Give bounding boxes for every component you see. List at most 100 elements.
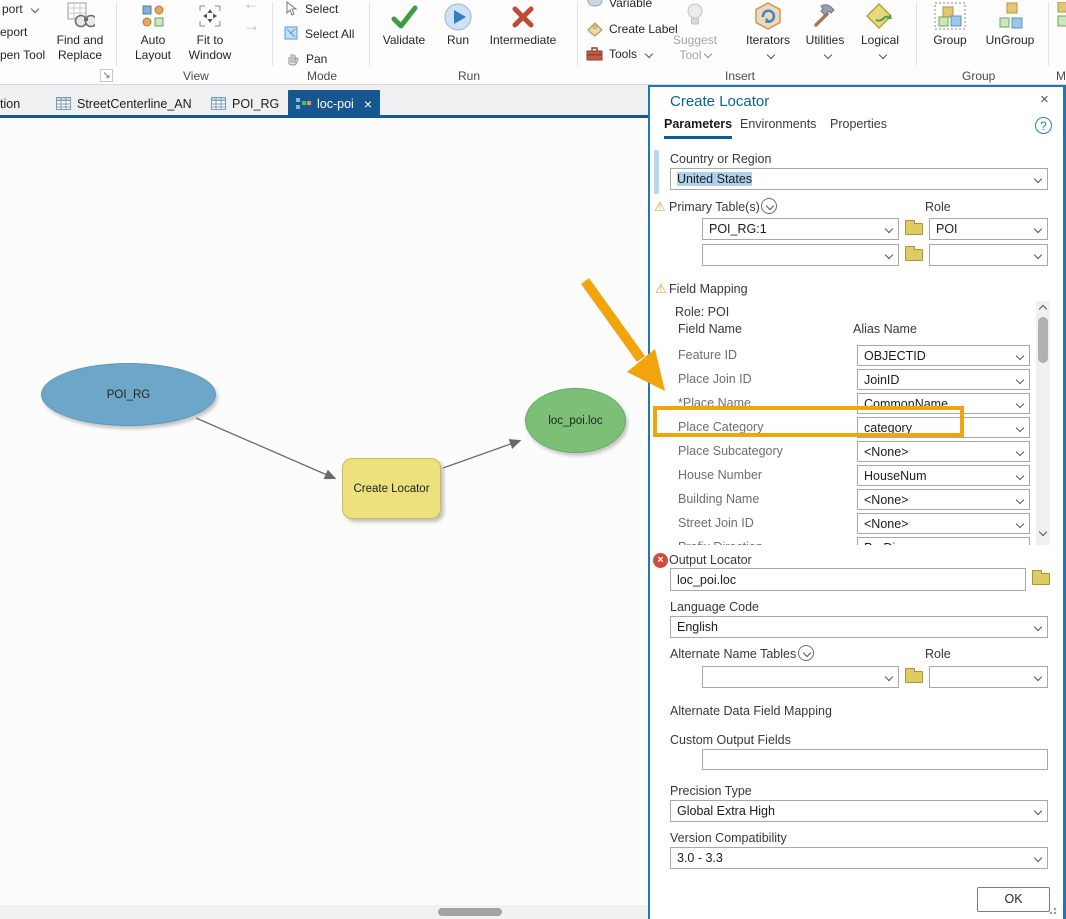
version-compatibility-label: Version Compatibility: [670, 831, 787, 845]
scrollbar-thumb[interactable]: [1038, 317, 1048, 363]
tab-parameters[interactable]: Parameters: [664, 117, 733, 139]
field-mapping-row-clipped: Prefix Direction PreDir: [670, 537, 1050, 545]
panel-close-icon[interactable]: ×: [1040, 91, 1049, 108]
role-label: Role: [925, 200, 951, 214]
chevron-down-icon: [1015, 543, 1025, 545]
table-icon: [211, 97, 226, 110]
primary-role-combobox-2[interactable]: [929, 244, 1048, 266]
validate-button[interactable]: Validate: [376, 0, 432, 70]
tab-loc-poi-active[interactable]: loc-poi ×: [288, 90, 381, 117]
modelbuilder-canvas[interactable]: [0, 118, 648, 905]
primary-table-combobox-1[interactable]: POI_RG:1: [702, 218, 899, 240]
browse-folder-icon[interactable]: [905, 220, 923, 235]
intermediate-button[interactable]: Intermediate: [482, 0, 564, 70]
logical-diamond-icon: [866, 2, 893, 30]
pan-button[interactable]: Pan: [285, 51, 327, 66]
menu-item-export-clipped[interactable]: port: [2, 2, 39, 16]
alias-combobox[interactable]: category: [857, 417, 1030, 438]
scroll-down-icon[interactable]: [1038, 527, 1048, 537]
menu-item-report-clipped[interactable]: eport: [0, 25, 28, 39]
chevron-down-icon: [766, 50, 776, 60]
group-button[interactable]: Group: [924, 0, 976, 70]
language-code-label: Language Code: [670, 600, 759, 614]
iterators-button[interactable]: Iterators: [740, 0, 796, 70]
alias-combobox[interactable]: <None>: [857, 441, 1030, 462]
model-node-tool[interactable]: Create Locator: [342, 458, 441, 519]
select-all-button[interactable]: Select All: [284, 26, 354, 41]
tab-streetcenterline[interactable]: StreetCenterline_AN: [48, 90, 200, 117]
tab-poi-rg[interactable]: POI_RG: [203, 90, 287, 117]
tab-environments[interactable]: Environments: [740, 117, 817, 131]
browse-folder-icon[interactable]: [1032, 570, 1050, 585]
language-combobox[interactable]: English: [670, 616, 1048, 638]
resize-grip[interactable]: [1049, 907, 1057, 915]
select-all-icon: [284, 26, 298, 40]
iterator-hexagon-icon: [755, 2, 781, 30]
variable-button[interactable]: Variable: [587, 0, 652, 10]
primary-role-combobox-1[interactable]: POI: [929, 218, 1048, 240]
intermediate-x-icon: [512, 6, 534, 28]
output-locator-input[interactable]: loc_poi.loc: [670, 568, 1026, 591]
alias-combobox[interactable]: PreDir: [857, 537, 1030, 545]
utilities-button[interactable]: Utilities: [800, 0, 850, 70]
alias-combobox[interactable]: <None>: [857, 489, 1030, 510]
ungroup-button[interactable]: UnGroup: [980, 0, 1040, 70]
collapse-chevron-icon[interactable]: [798, 645, 814, 661]
chevron-down-icon: [644, 49, 654, 58]
field-mapping-row: Place Subcategory <None>: [670, 441, 1050, 463]
tab-properties[interactable]: Properties: [830, 117, 887, 131]
version-combobox[interactable]: 3.0 - 3.3: [670, 847, 1048, 869]
model-node-output-data[interactable]: loc_poi.loc: [525, 388, 626, 453]
primary-table-combobox-2[interactable]: [702, 244, 899, 266]
alt-role-combobox[interactable]: [929, 666, 1048, 688]
alt-role-label: Role: [925, 647, 951, 661]
auto-layout-button[interactable]: Auto Layout: [128, 0, 178, 70]
scroll-up-icon[interactable]: [1038, 304, 1048, 314]
find-replace-button[interactable]: Find and Replace: [48, 0, 112, 70]
model-node-input-data[interactable]: POI_RG: [41, 363, 216, 426]
collapse-chevron-icon[interactable]: [761, 198, 777, 214]
logical-button[interactable]: Logical: [855, 0, 905, 70]
precision-type-label: Precision Type: [670, 784, 752, 798]
alias-combobox[interactable]: HouseNum: [857, 465, 1030, 486]
view-tab-strip: tion StreetCenterline_AN POI_RG loc-poi …: [0, 85, 648, 117]
run-button[interactable]: Run: [436, 0, 480, 70]
field-mapping-list: Role: POI Field Name Alias Name Feature …: [670, 301, 1050, 545]
dialog-launcher-icon[interactable]: ↘: [100, 69, 113, 82]
menu-item-open-tool-clipped[interactable]: pen Tool: [0, 48, 46, 62]
alias-combobox[interactable]: CommonName: [857, 393, 1030, 414]
custom-output-fields-input[interactable]: [702, 749, 1048, 770]
tools-button[interactable]: Tools: [586, 46, 654, 61]
chevron-down-icon: [1015, 375, 1025, 385]
field-mapping-row: *Place Name CommonName: [670, 393, 1050, 415]
chevron-down-icon: [1015, 495, 1025, 505]
scrollbar-thumb[interactable]: [438, 908, 502, 916]
alias-combobox[interactable]: OBJECTID: [857, 345, 1030, 366]
chevron-down-icon: [1015, 471, 1025, 481]
clipped-group-label: M: [1056, 69, 1066, 83]
warning-icon: ⚠: [655, 281, 667, 296]
country-combobox[interactable]: United States: [670, 168, 1048, 190]
clipped-group-icon: [1057, 2, 1066, 27]
browse-folder-icon[interactable]: [905, 668, 923, 683]
tab-close-icon[interactable]: ×: [363, 95, 373, 112]
tab-clipped[interactable]: tion: [0, 96, 21, 111]
ok-button[interactable]: OK: [977, 887, 1050, 912]
select-button[interactable]: Select: [284, 1, 338, 16]
fit-to-window-button[interactable]: Fit to Window: [184, 0, 236, 70]
horizontal-scrollbar[interactable]: [0, 905, 648, 919]
precision-type-combobox[interactable]: Global Extra High: [670, 800, 1048, 822]
field-mapping-scrollbar[interactable]: [1036, 301, 1050, 545]
chevron-down-icon: [1033, 224, 1043, 234]
chevron-down-icon: [1033, 622, 1043, 632]
help-icon[interactable]: ?: [1035, 117, 1052, 134]
alt-table-combobox[interactable]: [702, 666, 899, 688]
alias-combobox[interactable]: <None>: [857, 513, 1030, 534]
chevron-down-icon: [1015, 351, 1025, 361]
insert-group-label: Insert: [725, 69, 756, 83]
group-icon: [934, 2, 966, 30]
browse-folder-icon[interactable]: [905, 246, 923, 261]
alias-combobox[interactable]: JoinID: [857, 369, 1030, 390]
field-mapping-row: Place Join ID JoinID: [670, 369, 1050, 391]
create-label-button[interactable]: Create Label: [587, 21, 678, 37]
